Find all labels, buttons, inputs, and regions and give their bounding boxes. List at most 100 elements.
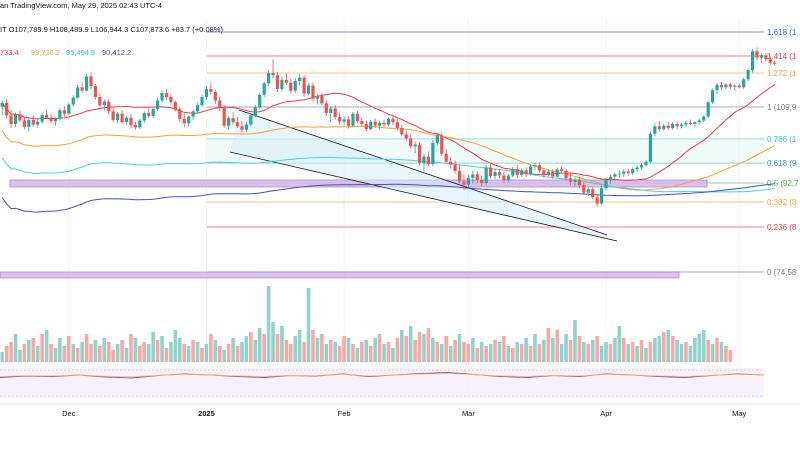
volume-bar bbox=[417, 332, 422, 362]
volume-bar bbox=[701, 330, 706, 362]
volume-bar bbox=[75, 348, 80, 362]
candle-body bbox=[573, 179, 577, 182]
candle-body bbox=[129, 117, 133, 126]
candle-body bbox=[422, 156, 426, 163]
volume-bar bbox=[191, 340, 195, 362]
volume-bar bbox=[626, 344, 631, 362]
candle-body bbox=[329, 108, 333, 114]
candle-body bbox=[600, 188, 604, 204]
header: an TradingView.com, May 29, 2025 02:43 U… bbox=[0, 1, 223, 57]
candle-body bbox=[284, 79, 288, 83]
volume-bar bbox=[133, 338, 138, 362]
candle-body bbox=[457, 170, 462, 182]
volume-bar bbox=[138, 346, 142, 362]
volume-bar bbox=[337, 346, 342, 362]
candle-body bbox=[533, 165, 537, 167]
fib-label: 0.236 (8 bbox=[767, 223, 797, 232]
volume-bar bbox=[58, 338, 62, 362]
candle-body bbox=[697, 120, 701, 123]
ma-value-4: 90,412.2 bbox=[102, 48, 131, 57]
candle-body bbox=[9, 115, 13, 124]
candle-body bbox=[742, 79, 746, 88]
volume-bar bbox=[195, 342, 200, 362]
volume-bar bbox=[608, 344, 613, 362]
volume-bar bbox=[284, 340, 289, 362]
candle-body bbox=[107, 101, 111, 112]
volume-bar bbox=[573, 320, 577, 362]
volume-bar bbox=[129, 334, 133, 362]
rsi-background bbox=[0, 368, 764, 398]
volume-bar bbox=[715, 338, 719, 362]
candle-body bbox=[404, 134, 408, 139]
candle-body bbox=[342, 119, 346, 122]
candle-body bbox=[302, 77, 306, 94]
candle-body bbox=[644, 161, 648, 166]
x-tick-label: May bbox=[732, 409, 746, 418]
volume-bar bbox=[253, 340, 258, 362]
candle-body bbox=[511, 169, 515, 176]
candle-body bbox=[240, 126, 244, 130]
x-tick-label: Dec bbox=[62, 409, 76, 418]
header-title: an TradingView.com, May 29, 2025 02:43 U… bbox=[0, 1, 162, 10]
volume-bar bbox=[408, 326, 413, 362]
volume-bar bbox=[502, 336, 506, 362]
volume-bar bbox=[226, 344, 231, 362]
volume-bar bbox=[306, 288, 311, 362]
candle-body bbox=[666, 125, 670, 128]
volume-bar bbox=[644, 348, 648, 362]
volume-bar bbox=[670, 336, 675, 362]
candle-body bbox=[213, 91, 217, 101]
candle-body bbox=[653, 126, 657, 134]
candle-body bbox=[493, 172, 497, 177]
candle-body bbox=[222, 107, 226, 126]
volume-bar bbox=[155, 340, 160, 362]
candle-body bbox=[395, 122, 399, 128]
candle-body bbox=[262, 83, 266, 95]
x-tick-label: Mar bbox=[462, 409, 475, 418]
volume-bar bbox=[666, 330, 670, 362]
candle-body bbox=[235, 122, 240, 127]
volume-bar bbox=[324, 344, 329, 362]
volume-bar bbox=[142, 342, 147, 362]
volume-bar bbox=[240, 342, 244, 362]
volume-bar bbox=[173, 330, 178, 362]
volume-bar bbox=[559, 344, 564, 362]
candle-body bbox=[360, 121, 364, 124]
volume-bar bbox=[697, 334, 702, 362]
candle-body bbox=[568, 178, 573, 182]
candle-body bbox=[528, 166, 533, 175]
volume-bar bbox=[244, 336, 249, 362]
volume-bar bbox=[444, 336, 448, 362]
volume-bar bbox=[457, 334, 462, 362]
candle-body bbox=[315, 95, 320, 99]
volume-bar bbox=[617, 326, 622, 362]
volume-bar bbox=[448, 346, 453, 362]
candle-body bbox=[613, 174, 617, 177]
candle-body bbox=[400, 127, 404, 135]
candle-body bbox=[515, 169, 519, 175]
volume-bar bbox=[484, 346, 488, 362]
volume-bar bbox=[40, 334, 44, 362]
volume-bar bbox=[89, 344, 93, 362]
candle-body bbox=[417, 144, 422, 163]
volume-bar bbox=[724, 346, 728, 362]
volume-bar bbox=[404, 336, 409, 362]
volume-bar bbox=[528, 346, 533, 362]
volume-bar bbox=[178, 338, 182, 362]
grid bbox=[68, 18, 740, 398]
candle-body bbox=[0, 102, 4, 107]
volume-bar bbox=[49, 344, 53, 362]
candle-body bbox=[378, 122, 382, 126]
candle-body bbox=[31, 119, 35, 125]
candle-body bbox=[639, 165, 644, 168]
volume-bar bbox=[67, 336, 71, 362]
candle-body bbox=[182, 118, 186, 124]
candle-body bbox=[671, 123, 675, 128]
candle-body bbox=[244, 124, 248, 130]
volume-bar bbox=[160, 336, 164, 362]
volume-bar bbox=[182, 344, 187, 362]
volume-bar bbox=[27, 340, 31, 362]
volume-bar bbox=[635, 346, 639, 362]
volume-bar bbox=[213, 340, 218, 362]
volume-bar bbox=[466, 344, 471, 362]
